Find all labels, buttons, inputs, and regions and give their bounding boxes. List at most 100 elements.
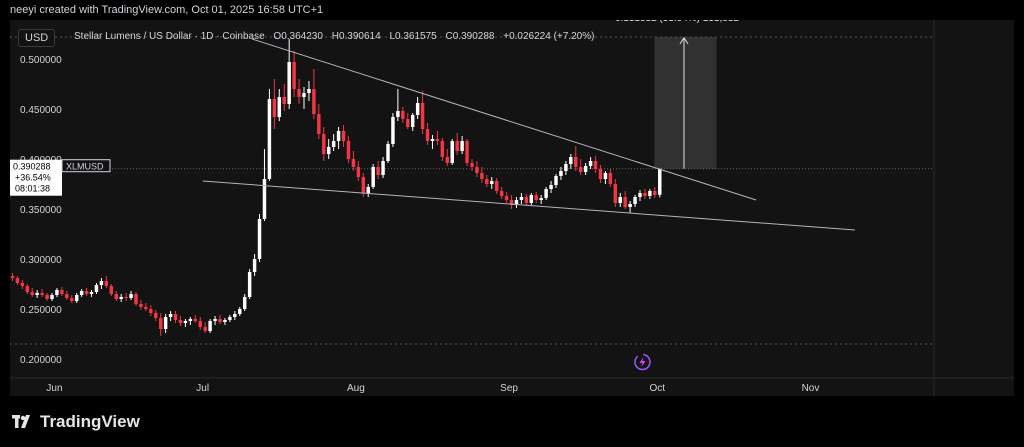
candle-body bbox=[628, 204, 632, 207]
candle-body bbox=[228, 317, 232, 320]
x-tick-label: Jul bbox=[196, 383, 209, 394]
candle-body bbox=[144, 307, 148, 309]
candle-body bbox=[430, 139, 435, 141]
candle-body bbox=[193, 319, 198, 321]
candle-body bbox=[361, 177, 366, 193]
candle-body bbox=[588, 161, 593, 166]
candle-body bbox=[653, 191, 657, 195]
candle-body bbox=[465, 141, 469, 163]
candle-body bbox=[84, 291, 89, 294]
lightning-icon bbox=[639, 357, 646, 367]
candle-body bbox=[341, 131, 346, 141]
candle-body bbox=[223, 320, 227, 322]
candle-body bbox=[124, 297, 128, 298]
candle-body bbox=[65, 294, 69, 298]
candle-body bbox=[598, 169, 603, 179]
change-value: +0.026224 (+7.20%) bbox=[503, 31, 595, 42]
candle-body bbox=[618, 197, 622, 203]
candle-body bbox=[623, 197, 627, 207]
candle-body bbox=[292, 62, 296, 89]
candle-body bbox=[25, 286, 30, 292]
candle-body bbox=[410, 115, 415, 127]
candle-body bbox=[109, 286, 114, 294]
candle-body bbox=[386, 144, 390, 161]
candle-body bbox=[233, 314, 237, 317]
candle-body bbox=[99, 281, 104, 285]
candle-body bbox=[312, 89, 316, 114]
candle-body bbox=[188, 319, 193, 321]
candle-body bbox=[376, 167, 380, 175]
candle-body bbox=[134, 294, 138, 304]
candle-body bbox=[574, 157, 578, 167]
measure-box bbox=[654, 36, 717, 169]
candle-body bbox=[60, 290, 64, 294]
ticker-badge-box bbox=[61, 159, 111, 173]
y-tick-label: 0.250000 bbox=[20, 305, 62, 316]
candle-body bbox=[287, 62, 291, 104]
x-tick-label: Aug bbox=[347, 383, 365, 394]
currency-selector[interactable]: USD bbox=[18, 29, 56, 47]
candle-body bbox=[435, 139, 440, 141]
candle-body bbox=[514, 200, 519, 205]
x-tick-label: Oct bbox=[650, 383, 666, 394]
candle-body bbox=[10, 276, 15, 278]
candle-body bbox=[20, 283, 25, 286]
candle-body bbox=[381, 161, 385, 175]
candle-body bbox=[326, 147, 331, 154]
y-tick-label: 0.450000 bbox=[20, 105, 62, 116]
candle-body bbox=[613, 184, 618, 203]
candle-body bbox=[30, 292, 34, 295]
candle-body bbox=[658, 168, 662, 195]
candle-body bbox=[544, 189, 548, 198]
x-tick-label: Nov bbox=[802, 383, 820, 394]
candle-body bbox=[499, 191, 504, 196]
candle-body bbox=[331, 141, 336, 147]
candle-body bbox=[539, 198, 543, 200]
candle-body bbox=[114, 294, 118, 299]
candle-body bbox=[247, 272, 252, 297]
measure-label: 0.131832 (33.94%) 131,832 bbox=[615, 20, 739, 24]
candle-body bbox=[366, 187, 370, 193]
candle-body bbox=[163, 317, 168, 329]
price-badge-box bbox=[10, 159, 62, 196]
price-badge-price: 0.390288 bbox=[13, 162, 51, 172]
open-label: O bbox=[273, 31, 282, 42]
candle-body bbox=[168, 314, 173, 317]
candle-body bbox=[351, 159, 356, 167]
candle-body bbox=[322, 134, 326, 154]
low-value: 0.361575 bbox=[395, 31, 437, 42]
candle-body bbox=[40, 293, 44, 295]
price-chart[interactable]: 0.131832 (33.94%) 131,832 0.500000 0.45000… bbox=[10, 20, 1014, 396]
candle-body bbox=[203, 327, 207, 331]
chart-credit: neeyi created with TradingView.com, Oct … bbox=[10, 4, 324, 16]
symbol-description: Stellar Lumens / US Dollar · 1D · Coinba… bbox=[74, 31, 265, 42]
candle-body bbox=[490, 181, 494, 184]
candle-body bbox=[55, 290, 59, 295]
candle-body bbox=[519, 197, 524, 200]
candle-body bbox=[89, 292, 94, 294]
candle-body bbox=[262, 179, 267, 219]
candle-body bbox=[420, 103, 425, 129]
candle-body bbox=[475, 167, 479, 173]
candle-body bbox=[485, 179, 489, 184]
candle-body bbox=[272, 99, 277, 117]
candle-body bbox=[119, 297, 123, 299]
candle-body bbox=[277, 97, 282, 117]
candle-body bbox=[504, 196, 509, 200]
candle-body bbox=[371, 167, 375, 187]
candle-body bbox=[643, 193, 647, 196]
candle-body bbox=[158, 318, 163, 329]
candle-body bbox=[559, 171, 563, 176]
candle-body bbox=[94, 285, 99, 292]
y-tick-label: 0.200000 bbox=[20, 355, 62, 366]
candle-body bbox=[104, 281, 109, 286]
chart-frame[interactable]: 0.131832 (33.94%) 131,832 0.500000 0.45000… bbox=[10, 20, 1014, 396]
candle-body bbox=[242, 297, 247, 309]
event-marker-icon bbox=[634, 353, 651, 371]
trendline-upper bbox=[251, 38, 757, 201]
candle-body bbox=[336, 131, 341, 141]
trendline-lower bbox=[202, 180, 855, 231]
brand-name: TradingView bbox=[40, 412, 140, 431]
measure-arrow-head bbox=[679, 36, 689, 45]
candle-body bbox=[603, 173, 608, 179]
